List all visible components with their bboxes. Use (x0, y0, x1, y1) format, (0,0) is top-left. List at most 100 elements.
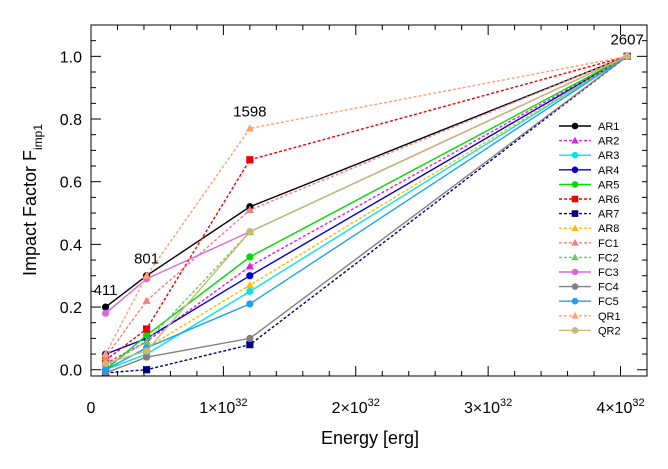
data-point-qr2-3 (246, 228, 254, 236)
data-point-ar5-3 (246, 253, 254, 261)
legend-marker (571, 136, 579, 144)
legend-item-qr1: QR1 (559, 311, 621, 323)
series-line-ar8 (105, 55, 628, 371)
legend-marker (571, 253, 579, 261)
data-point-ar4-3 (246, 272, 254, 280)
series-line-ar5 (105, 55, 628, 371)
annotation-layer: 411 801 1598 2607 (94, 31, 644, 299)
legend-marker (571, 166, 579, 174)
data-point-qr2-1 (101, 359, 110, 368)
legend-item-ar3: AR3 (559, 150, 619, 162)
plot-frame (90, 24, 648, 377)
data-point-fc5-3 (246, 300, 254, 308)
data-point-ar2-3 (245, 262, 254, 270)
legend-marker (571, 195, 579, 203)
legend-label: FC1 (598, 238, 619, 250)
legend-item-qr2: QR2 (559, 325, 621, 337)
x-tick-label: 0 (87, 400, 96, 417)
data-point-ar8-3 (245, 280, 254, 289)
data-point-ar6-3 (246, 156, 254, 164)
data-point-fc5-1 (101, 366, 110, 374)
x-tick-label: 3×1032 (464, 397, 512, 417)
annotation-label-1: 411 (94, 282, 118, 299)
legend-item-fc4: FC4 (559, 282, 619, 294)
data-point-ar7-3 (246, 341, 254, 349)
data-point-ar1-1 (101, 303, 110, 311)
y-tick-label: 0.0 (60, 363, 82, 380)
y-tick-label: 0.8 (60, 112, 82, 129)
legend-marker (571, 122, 579, 130)
legend-item-fc5: FC5 (559, 296, 619, 308)
legend-marker (571, 327, 579, 334)
y-axis-title-subscript: imp1 (31, 124, 45, 150)
data-point-ar7-2 (143, 366, 151, 374)
series-line-ar6 (105, 55, 628, 361)
legend: AR1 AR2 AR3 AR4 AR5 AR6 AR7 AR8 FC1 FC2 FC3 FC4 FC5 Q… (556, 116, 642, 344)
legend-label: AR1 (598, 121, 619, 133)
x-tick-label: 4×1032 (596, 397, 644, 417)
data-point-qr2-4 (623, 52, 631, 60)
series-line-ar7 (105, 55, 628, 374)
series-layer (101, 52, 632, 377)
data-point-fc2-2 (142, 337, 151, 345)
legend-label: FC5 (598, 296, 619, 308)
legend-background (556, 116, 642, 344)
legend-item-ar7: AR7 (559, 209, 619, 221)
legend-marker (571, 181, 579, 188)
series-line-fc5 (105, 55, 628, 371)
data-point-ar5-2 (143, 331, 151, 339)
legend-item-fc1: FC1 (559, 238, 619, 250)
legend-item-ar6: AR6 (559, 194, 619, 206)
legend-item-ar1: AR1 (559, 121, 619, 133)
legend-item-ar4: AR4 (559, 165, 619, 177)
legend-label: AR6 (598, 194, 619, 206)
data-point-qr1-2 (142, 271, 151, 279)
series-line-ar3 (105, 55, 628, 371)
legend-label: FC2 (598, 252, 619, 264)
data-point-ar3-3 (246, 287, 254, 295)
legend-item-ar5: AR5 (559, 179, 619, 191)
data-point-ar6-2 (143, 325, 151, 333)
y-tick-label: 0.4 (60, 237, 82, 254)
y-tick-label: 0.2 (60, 300, 82, 317)
x-tick-label: 2×1032 (332, 397, 380, 417)
legend-label: AR7 (598, 209, 619, 221)
series-line-ar2 (105, 55, 628, 365)
y-axis-title: Impact Factor Fimp1 (20, 124, 45, 276)
x-tick-label: 1×1032 (199, 397, 247, 417)
annotation-label-3: 1598 (233, 103, 266, 120)
y-tick-label: 0.6 (60, 175, 82, 192)
legend-label: FC4 (598, 282, 619, 294)
data-point-fc1-3 (245, 205, 254, 214)
legend-marker (571, 268, 579, 276)
legend-label: QR1 (598, 311, 621, 323)
series-line-ar4 (105, 55, 628, 355)
series-line-ar1 (105, 55, 628, 308)
data-point-qr1-3 (245, 124, 254, 132)
data-point-fc4-2 (143, 353, 151, 361)
series-line-fc4 (105, 55, 628, 374)
data-point-qr1-1 (101, 349, 110, 358)
data-point-fc1-2 (142, 296, 151, 304)
legend-label: AR4 (598, 165, 619, 177)
axis-titles: Energy [erg] Impact Factor Fimp1 (20, 124, 419, 448)
legend-label: QR2 (598, 325, 621, 337)
data-point-fc3-1 (101, 309, 110, 317)
tick-layer: 0.0 0.2 0.4 0.6 0.8 1.0 0 1×1032 2×1032 3×1032 4×1… (60, 25, 648, 417)
legend-label: AR5 (598, 179, 619, 191)
data-point-fc4-3 (246, 334, 254, 342)
legend-item-ar2: AR2 (559, 136, 619, 148)
legend-label: AR3 (598, 150, 619, 162)
legend-marker (571, 151, 579, 159)
series-line-qr2 (105, 55, 628, 365)
legend-item-ar8: AR8 (559, 223, 619, 235)
legend-marker (571, 297, 579, 305)
series-qr2 (101, 52, 631, 368)
series-line-fc1 (105, 55, 628, 358)
x-axis-title: Energy [erg] (321, 428, 419, 448)
legend-item-fc2: FC2 (559, 252, 619, 264)
legend-marker (571, 283, 579, 290)
legend-marker (571, 224, 579, 232)
annotation-label-2: 801 (134, 251, 159, 268)
